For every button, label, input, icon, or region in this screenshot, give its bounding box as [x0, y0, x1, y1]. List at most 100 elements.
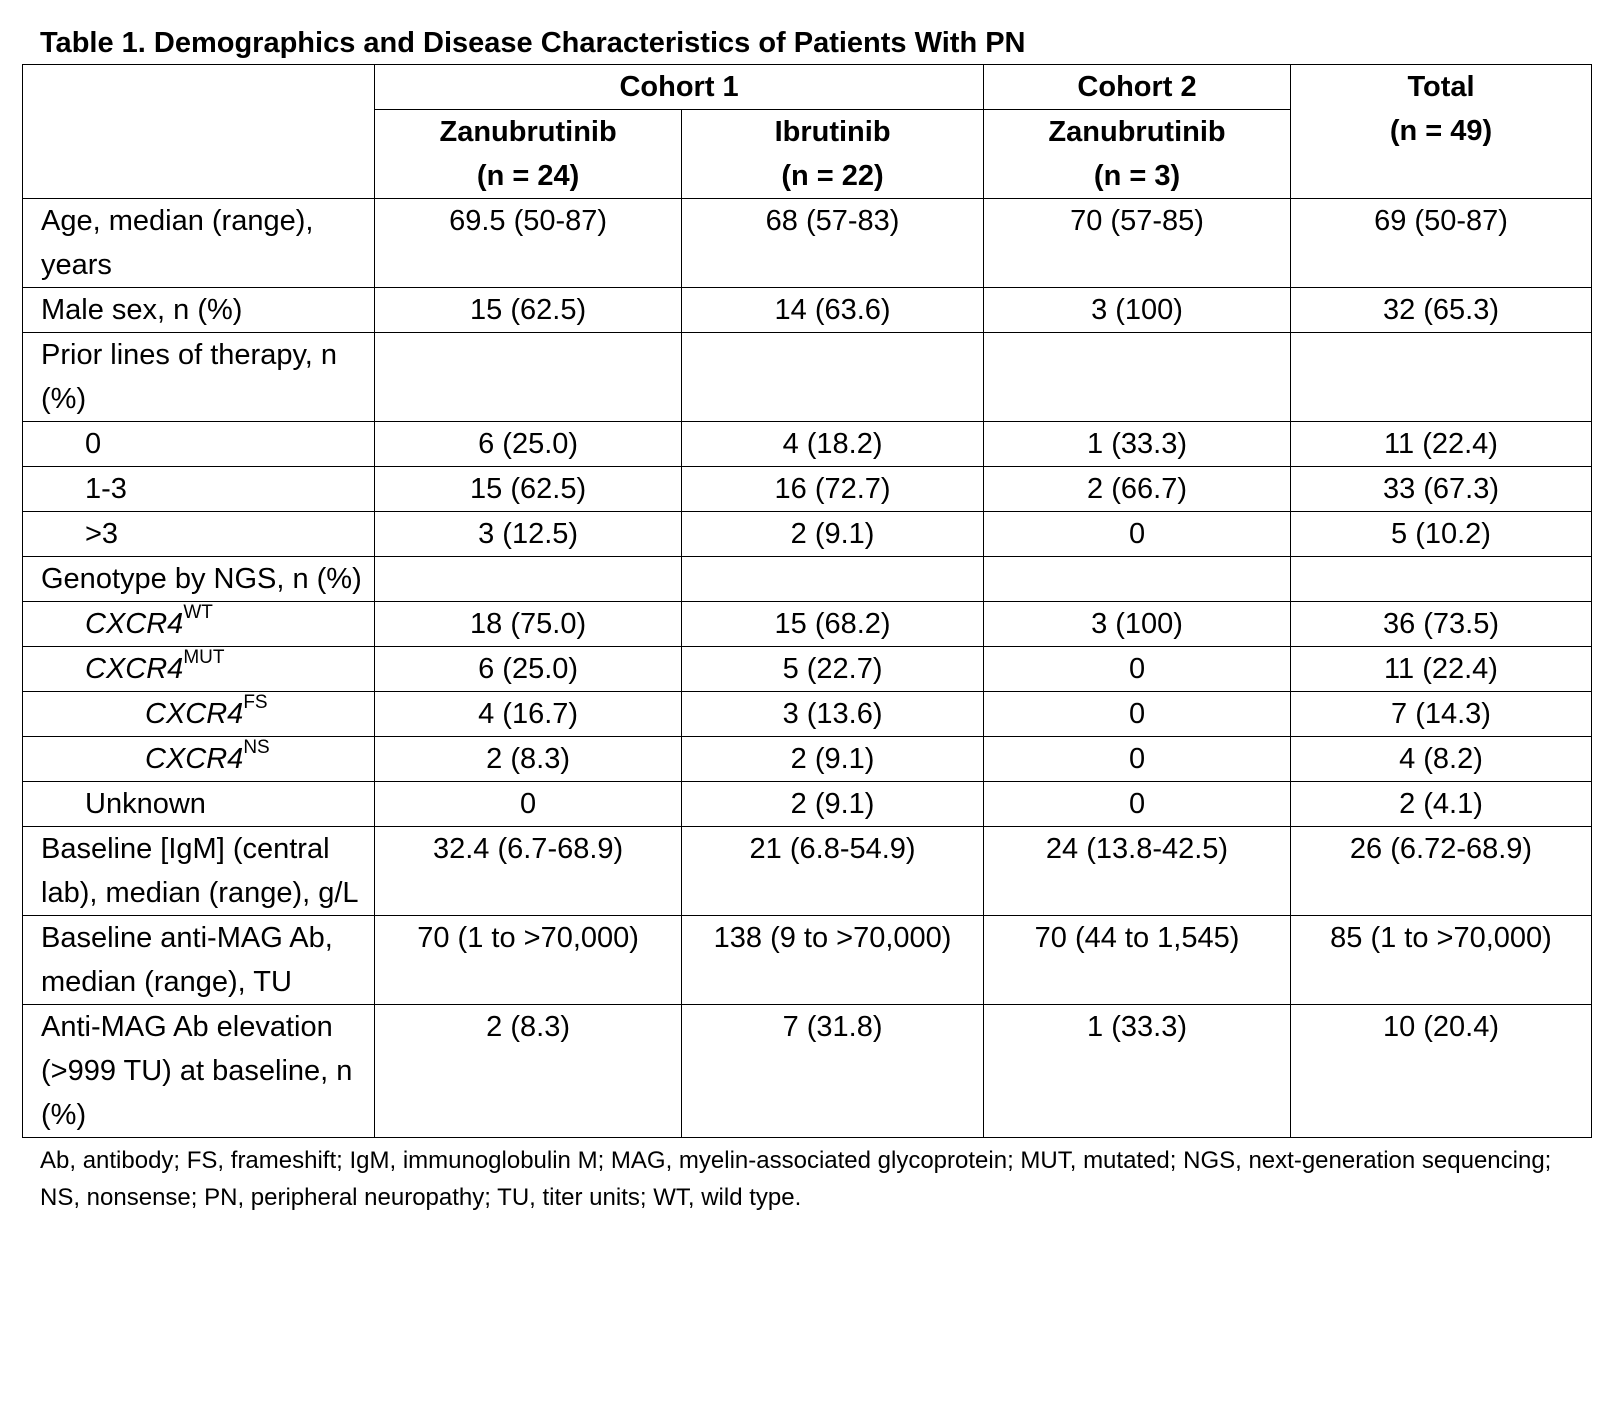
cell-value: 11 (22.4) [1290, 646, 1592, 692]
gene-name: CXCR4 [85, 608, 184, 640]
cell-value: 0 [374, 781, 683, 827]
gene-name: CXCR4 [85, 653, 184, 685]
cell-value: 3 (13.6) [681, 691, 985, 737]
header-total-line2: (n = 49) [1389, 115, 1493, 147]
row-label-gene: CXCR4MUT [21, 646, 376, 692]
row-label-gene: CXCR4WT [21, 601, 376, 647]
row-label: Genotype by NGS, n (%) [21, 556, 376, 602]
header-arm-cohort1-zanubrutinib: Zanubrutinib (n = 24) [374, 109, 683, 199]
header-arm-name: Zanubrutinib [1048, 116, 1226, 148]
cell-value: 7 (14.3) [1290, 691, 1592, 737]
cell-value: 2 (9.1) [681, 736, 985, 782]
gene-variant: WT [183, 602, 213, 624]
cell-value: 70 (1 to >70,000) [374, 915, 683, 1005]
cell-value: 69 (50-87) [1290, 198, 1592, 288]
cell-value: 11 (22.4) [1290, 421, 1592, 467]
table-title: Table 1. Demographics and Disease Charac… [40, 27, 1026, 59]
row-label: Age, median (range), years [21, 198, 376, 288]
cell-value: 24 (13.8-42.5) [983, 826, 1291, 916]
header-arm-n: (n = 22) [781, 160, 884, 192]
cell-value [374, 556, 683, 602]
row-label: 0 [21, 421, 376, 467]
table-row: >3 3 (12.5) 2 (9.1) 0 5 (10.2) [21, 511, 1592, 557]
gene-name: CXCR4 [145, 743, 244, 775]
cell-value: 4 (18.2) [681, 421, 985, 467]
cell-value: 70 (44 to 1,545) [983, 915, 1291, 1005]
header-row-groups: Cohort 1 Cohort 2 Total (n = 49) [21, 64, 1592, 199]
cell-value [681, 332, 985, 422]
row-label: Prior lines of therapy, n (%) [21, 332, 376, 422]
cell-value: 0 [983, 646, 1291, 692]
cell-value: 7 (31.8) [681, 1004, 985, 1138]
cell-value: 1 (33.3) [983, 421, 1291, 467]
header-arm-n: (n = 24) [476, 160, 580, 192]
row-label: Male sex, n (%) [21, 287, 376, 333]
table-row: Baseline anti-MAG Ab, median (range), TU… [21, 915, 1592, 1005]
cell-value: 26 (6.72-68.9) [1290, 826, 1592, 916]
header-arm-n: (n = 3) [1093, 160, 1181, 192]
cell-value: 69.5 (50-87) [374, 198, 683, 288]
table-figure: Table 1. Demographics and Disease Charac… [21, 22, 1592, 1216]
cell-value: 32 (65.3) [1290, 287, 1592, 333]
table-row: Unknown 0 2 (9.1) 0 2 (4.1) [21, 781, 1592, 827]
header-arm-cohort1-ibrutinib: Ibrutinib (n = 22) [681, 109, 985, 199]
gene-name: CXCR4 [145, 698, 244, 730]
cell-value: 2 (9.1) [681, 781, 985, 827]
row-label: 1-3 [21, 466, 376, 512]
row-label: >3 [21, 511, 376, 557]
row-label: Baseline [IgM] (central lab), median (ra… [21, 826, 376, 916]
table-row: Genotype by NGS, n (%) [21, 556, 1592, 602]
cell-value: 6 (25.0) [374, 646, 683, 692]
cell-value: 21 (6.8-54.9) [681, 826, 985, 916]
cell-value [1290, 332, 1592, 422]
cell-value: 36 (73.5) [1290, 601, 1592, 647]
cell-value: 1 (33.3) [983, 1004, 1291, 1138]
cell-value [983, 332, 1291, 422]
gene-variant: NS [243, 737, 270, 759]
cell-value: 0 [983, 691, 1291, 737]
table-row: CXCR4NS 2 (8.3) 2 (9.1) 0 4 (8.2) [21, 736, 1592, 782]
cell-value: 85 (1 to >70,000) [1290, 915, 1592, 1005]
cell-value: 5 (22.7) [681, 646, 985, 692]
header-corner-cell [21, 64, 376, 199]
cell-value [374, 332, 683, 422]
table-row: Age, median (range), years 69.5 (50-87) … [21, 198, 1592, 288]
header-cohort1: Cohort 1 [374, 64, 985, 110]
cell-value: 2 (4.1) [1290, 781, 1592, 827]
cell-value: 10 (20.4) [1290, 1004, 1592, 1138]
header-arm-name: Ibrutinib [774, 116, 891, 148]
cell-value [983, 556, 1291, 602]
cell-value: 2 (8.3) [374, 736, 683, 782]
cell-value: 15 (68.2) [681, 601, 985, 647]
header-total-line1: Total [1407, 71, 1475, 103]
cell-value: 4 (8.2) [1290, 736, 1592, 782]
cell-value: 5 (10.2) [1290, 511, 1592, 557]
table-row: 0 6 (25.0) 4 (18.2) 1 (33.3) 11 (22.4) [21, 421, 1592, 467]
table-row: 1-3 15 (62.5) 16 (72.7) 2 (66.7) 33 (67.… [21, 466, 1592, 512]
table-row: CXCR4FS 4 (16.7) 3 (13.6) 0 7 (14.3) [21, 691, 1592, 737]
table-row: CXCR4MUT 6 (25.0) 5 (22.7) 0 11 (22.4) [21, 646, 1592, 692]
cell-value: 2 (66.7) [983, 466, 1291, 512]
cell-value: 70 (57-85) [983, 198, 1291, 288]
gene-variant: MUT [183, 647, 225, 669]
header-arm-cohort2-zanubrutinib: Zanubrutinib (n = 3) [983, 109, 1291, 199]
cell-value: 138 (9 to >70,000) [681, 915, 985, 1005]
cell-value: 0 [983, 736, 1291, 782]
cell-value: 15 (62.5) [374, 466, 683, 512]
gene-variant: FS [243, 692, 268, 714]
cell-value: 0 [983, 511, 1291, 557]
cell-value: 6 (25.0) [374, 421, 683, 467]
table-footnote: Ab, antibody; FS, frameshift; IgM, immun… [40, 1147, 1552, 1211]
header-cohort2: Cohort 2 [983, 64, 1291, 110]
row-label: Anti-MAG Ab elevation (>999 TU) at basel… [21, 1004, 376, 1138]
cell-value: 16 (72.7) [681, 466, 985, 512]
table-row: Prior lines of therapy, n (%) [21, 332, 1592, 422]
cell-value: 3 (12.5) [374, 511, 683, 557]
cell-value: 2 (8.3) [374, 1004, 683, 1138]
cell-value: 3 (100) [983, 287, 1291, 333]
table-row: Baseline [IgM] (central lab), median (ra… [21, 826, 1592, 916]
row-label: Baseline anti-MAG Ab, median (range), TU [21, 915, 376, 1005]
table-row: CXCR4WT 18 (75.0) 15 (68.2) 3 (100) 36 (… [21, 601, 1592, 647]
header-arm-name: Zanubrutinib [439, 116, 617, 148]
cell-value: 2 (9.1) [681, 511, 985, 557]
